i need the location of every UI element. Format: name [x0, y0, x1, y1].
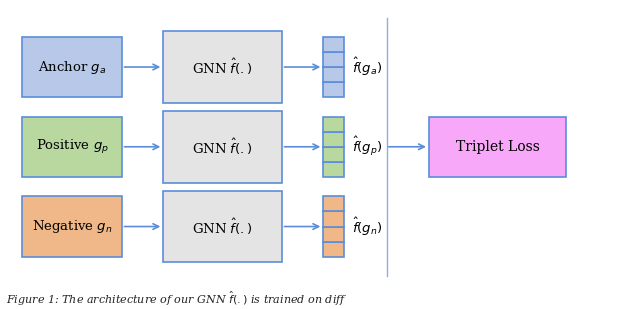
- FancyBboxPatch shape: [323, 226, 344, 242]
- Text: Anchor $g_a$: Anchor $g_a$: [38, 58, 106, 75]
- FancyBboxPatch shape: [323, 67, 344, 82]
- Text: $\hat{f}(g_p)$: $\hat{f}(g_p)$: [352, 135, 383, 158]
- FancyBboxPatch shape: [323, 242, 344, 257]
- FancyBboxPatch shape: [323, 37, 344, 52]
- Text: GNN $\hat{f}(.)$: GNN $\hat{f}(.)$: [192, 137, 253, 157]
- FancyBboxPatch shape: [323, 162, 344, 177]
- Text: Positive $g_p$: Positive $g_p$: [36, 138, 108, 156]
- FancyBboxPatch shape: [323, 196, 344, 211]
- FancyBboxPatch shape: [163, 111, 282, 183]
- Text: $\hat{f}(g_n)$: $\hat{f}(g_n)$: [352, 215, 383, 238]
- Text: Figure 1: The architecture of our GNN $\hat{f}(.)$ is trained on diff: Figure 1: The architecture of our GNN $\…: [6, 290, 348, 308]
- FancyBboxPatch shape: [323, 132, 344, 147]
- FancyBboxPatch shape: [163, 31, 282, 103]
- Text: Triplet Loss: Triplet Loss: [456, 140, 540, 154]
- FancyBboxPatch shape: [323, 211, 344, 226]
- FancyBboxPatch shape: [429, 116, 566, 177]
- FancyBboxPatch shape: [163, 191, 282, 262]
- FancyBboxPatch shape: [323, 116, 344, 132]
- FancyBboxPatch shape: [323, 147, 344, 162]
- Text: $\hat{f}(g_a)$: $\hat{f}(g_a)$: [352, 56, 382, 78]
- FancyBboxPatch shape: [323, 82, 344, 97]
- FancyBboxPatch shape: [22, 116, 122, 177]
- FancyBboxPatch shape: [22, 37, 122, 97]
- FancyBboxPatch shape: [323, 52, 344, 67]
- Text: GNN $\hat{f}(.)$: GNN $\hat{f}(.)$: [192, 216, 253, 237]
- Text: GNN $\hat{f}(.)$: GNN $\hat{f}(.)$: [192, 57, 253, 77]
- FancyBboxPatch shape: [22, 196, 122, 257]
- Text: Negative $g_n$: Negative $g_n$: [32, 218, 112, 235]
